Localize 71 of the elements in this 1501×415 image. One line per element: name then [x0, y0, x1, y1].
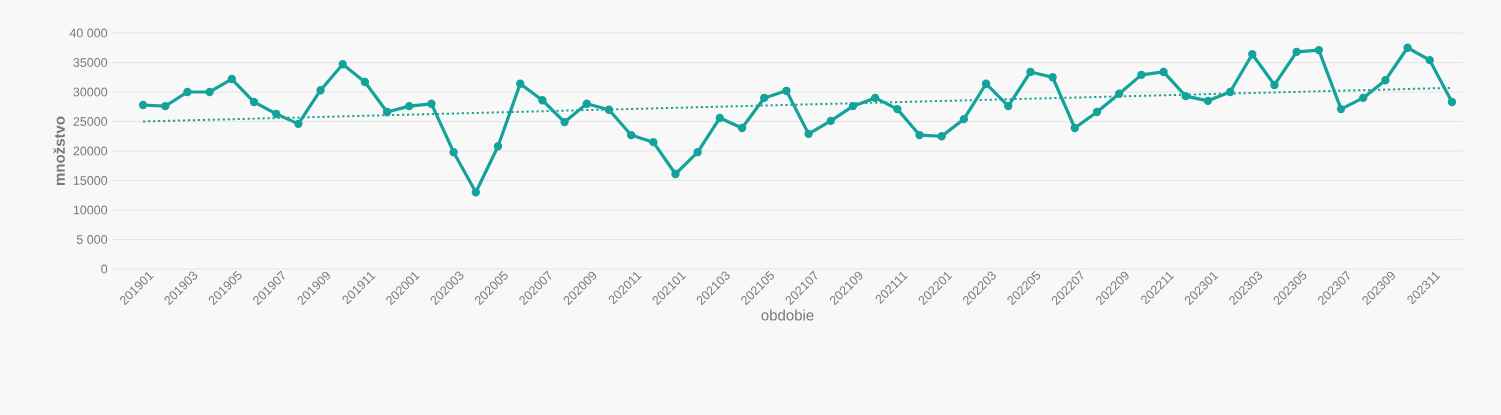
point	[937, 132, 946, 141]
point	[360, 77, 370, 87]
point	[1447, 97, 1457, 107]
point	[893, 104, 902, 114]
point	[1248, 50, 1257, 59]
point	[449, 147, 458, 157]
point	[294, 119, 303, 129]
point	[516, 79, 525, 88]
point	[671, 169, 680, 179]
point	[1225, 87, 1235, 97]
point	[1381, 76, 1390, 85]
point	[693, 147, 702, 157]
y-tick-label: 0	[101, 264, 108, 274]
point	[848, 101, 858, 111]
point	[1159, 67, 1168, 77]
point	[1026, 67, 1035, 77]
y-tick-label: 30000	[73, 87, 108, 97]
point	[249, 97, 259, 107]
point	[560, 117, 569, 127]
point	[737, 123, 747, 133]
y-tick-label: 5 000	[76, 235, 108, 244]
point	[582, 99, 591, 108]
point	[981, 79, 991, 88]
point	[1048, 73, 1057, 82]
point	[382, 107, 392, 117]
point	[1425, 55, 1434, 65]
point	[1336, 104, 1346, 114]
point	[604, 105, 614, 114]
point	[1203, 96, 1213, 106]
y-tick-label: 10000	[73, 205, 108, 215]
y-tick-label: 20000	[73, 146, 108, 156]
point	[1270, 80, 1279, 90]
point	[804, 129, 813, 139]
point	[183, 87, 192, 97]
point	[1070, 123, 1079, 133]
point	[1092, 107, 1102, 117]
point	[760, 93, 769, 103]
point	[649, 137, 658, 147]
point	[271, 109, 281, 119]
y-tick-label: 35000	[73, 58, 108, 67]
point	[715, 113, 725, 123]
point	[1359, 93, 1368, 103]
point	[826, 116, 835, 126]
point	[338, 60, 347, 69]
point	[959, 114, 969, 124]
point	[1114, 89, 1124, 98]
point	[1004, 101, 1013, 111]
x-axis-title: obdobie	[761, 309, 814, 321]
point	[915, 130, 924, 140]
point	[405, 101, 414, 111]
point	[782, 86, 791, 96]
point	[138, 100, 148, 110]
point	[1403, 43, 1412, 52]
point	[1181, 91, 1190, 101]
y-tick-label: 40 000	[69, 28, 108, 38]
point	[1292, 47, 1301, 57]
point	[227, 74, 236, 84]
point	[471, 188, 481, 197]
y-tick-label: 25000	[73, 117, 108, 126]
point	[1137, 70, 1146, 80]
point	[626, 130, 636, 140]
point	[161, 101, 170, 111]
point	[427, 99, 436, 108]
point	[493, 142, 503, 151]
point	[1314, 45, 1324, 55]
point	[316, 86, 325, 95]
y-axis-title: množstvo	[53, 116, 65, 186]
y-tick-label: 15000	[73, 176, 108, 185]
point	[870, 93, 880, 103]
point	[205, 87, 214, 97]
point	[538, 96, 547, 105]
